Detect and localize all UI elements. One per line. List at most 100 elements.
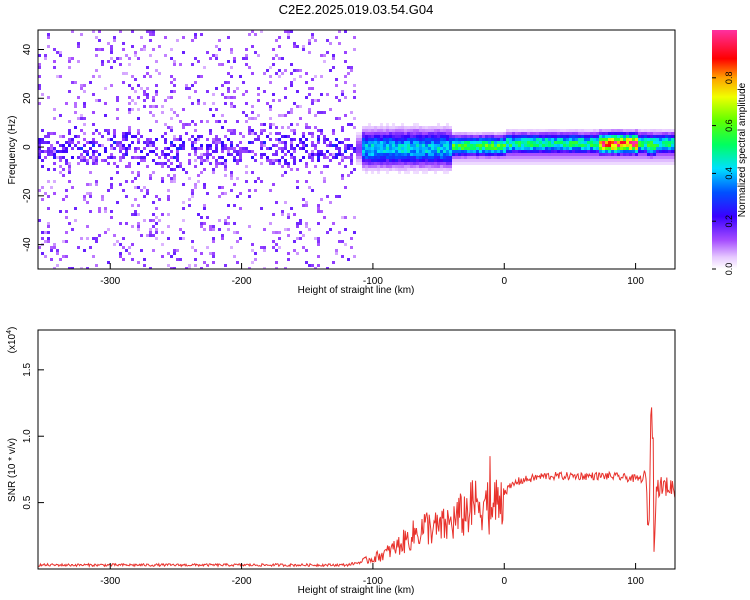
heatmap-cell: [392, 129, 395, 132]
heatmap-cell: [371, 129, 374, 132]
heatmap-cell: [224, 168, 227, 171]
heatmap-cell: [323, 216, 326, 219]
heatmap-cell: [461, 132, 464, 135]
heatmap-cell: [41, 93, 44, 96]
heatmap-cell: [134, 102, 137, 105]
heatmap-cell: [68, 57, 71, 60]
heatmap-cell: [386, 168, 389, 171]
heatmap-cell: [530, 156, 533, 159]
heatmap-cell: [341, 141, 344, 144]
heatmap-x-tick-label: -100: [363, 276, 383, 287]
heatmap-cell: [314, 153, 317, 156]
heatmap-cell: [629, 129, 632, 132]
heatmap-cell: [641, 138, 644, 141]
heatmap-cell: [224, 147, 227, 150]
heatmap-cell: [503, 135, 506, 138]
heatmap-cell: [221, 147, 224, 150]
heatmap-cell: [578, 153, 581, 156]
heatmap-cell: [416, 165, 419, 168]
heatmap-cell: [497, 156, 500, 159]
heatmap-cell: [620, 150, 623, 153]
heatmap-cell: [452, 150, 455, 153]
heatmap-cell: [572, 162, 575, 165]
heatmap-cell: [128, 129, 131, 132]
heatmap-cell: [656, 153, 659, 156]
heatmap-cell: [635, 159, 638, 162]
heatmap-cell: [635, 162, 638, 165]
heatmap-cell: [137, 129, 140, 132]
heatmap-cell: [293, 249, 296, 252]
heatmap-cell: [206, 246, 209, 249]
heatmap-cell: [629, 144, 632, 147]
heatmap-cell: [131, 87, 134, 90]
heatmap-cell: [296, 105, 299, 108]
heatmap-cell: [80, 117, 83, 120]
heatmap-cell: [131, 258, 134, 261]
heatmap-cell: [383, 156, 386, 159]
heatmap-cell: [149, 177, 152, 180]
heatmap-cell: [668, 150, 671, 153]
heatmap-cell: [317, 99, 320, 102]
snr-x-label: Height of straight line (km): [298, 585, 415, 596]
heatmap-cell: [125, 72, 128, 75]
heatmap-cell: [329, 201, 332, 204]
heatmap-cell: [428, 141, 431, 144]
heatmap-cell: [191, 189, 194, 192]
heatmap-cell: [449, 144, 452, 147]
heatmap-cell: [98, 207, 101, 210]
heatmap-cell: [119, 30, 122, 33]
heatmap-cell: [227, 204, 230, 207]
heatmap-cell: [209, 132, 212, 135]
heatmap-cell: [290, 138, 293, 141]
heatmap-cell: [623, 129, 626, 132]
heatmap-cell: [641, 147, 644, 150]
heatmap-cell: [527, 141, 530, 144]
heatmap-cell: [113, 39, 116, 42]
heatmap-cell: [293, 129, 296, 132]
heatmap-cell: [530, 141, 533, 144]
heatmap-cell: [533, 153, 536, 156]
heatmap-cell: [479, 144, 482, 147]
heatmap-cell: [632, 135, 635, 138]
heatmap-cell: [194, 150, 197, 153]
heatmap-cell: [128, 165, 131, 168]
heatmap-cell: [599, 138, 602, 141]
heatmap-cell: [455, 144, 458, 147]
heatmap-cell: [155, 105, 158, 108]
heatmap-cell: [212, 93, 215, 96]
heatmap-cell: [128, 102, 131, 105]
heatmap-cell: [665, 147, 668, 150]
heatmap-cell: [596, 147, 599, 150]
heatmap-cell: [200, 75, 203, 78]
heatmap-cell: [494, 150, 497, 153]
heatmap-cell: [182, 36, 185, 39]
heatmap-cell: [86, 153, 89, 156]
heatmap-cell: [521, 159, 524, 162]
heatmap-cell: [401, 147, 404, 150]
heatmap-cell: [125, 138, 128, 141]
heatmap-cell: [563, 150, 566, 153]
heatmap-cell: [68, 180, 71, 183]
heatmap-cell: [653, 141, 656, 144]
heatmap-cell: [44, 57, 47, 60]
heatmap-cell: [347, 138, 350, 141]
heatmap-cell: [290, 144, 293, 147]
heatmap-cell: [452, 162, 455, 165]
heatmap-cell: [587, 144, 590, 147]
heatmap-cell: [425, 171, 428, 174]
heatmap-cell: [41, 198, 44, 201]
heatmap-cell: [311, 87, 314, 90]
heatmap-cell: [248, 33, 251, 36]
heatmap-cell: [38, 66, 41, 69]
heatmap-cell: [188, 264, 191, 267]
heatmap-cell: [170, 168, 173, 171]
heatmap-cell: [665, 144, 668, 147]
heatmap-cell: [365, 165, 368, 168]
heatmap-cell: [287, 213, 290, 216]
heatmap-cell: [38, 219, 41, 222]
heatmap-cell: [413, 138, 416, 141]
heatmap-cell: [320, 132, 323, 135]
heatmap-cell: [251, 171, 254, 174]
heatmap-cell: [71, 141, 74, 144]
